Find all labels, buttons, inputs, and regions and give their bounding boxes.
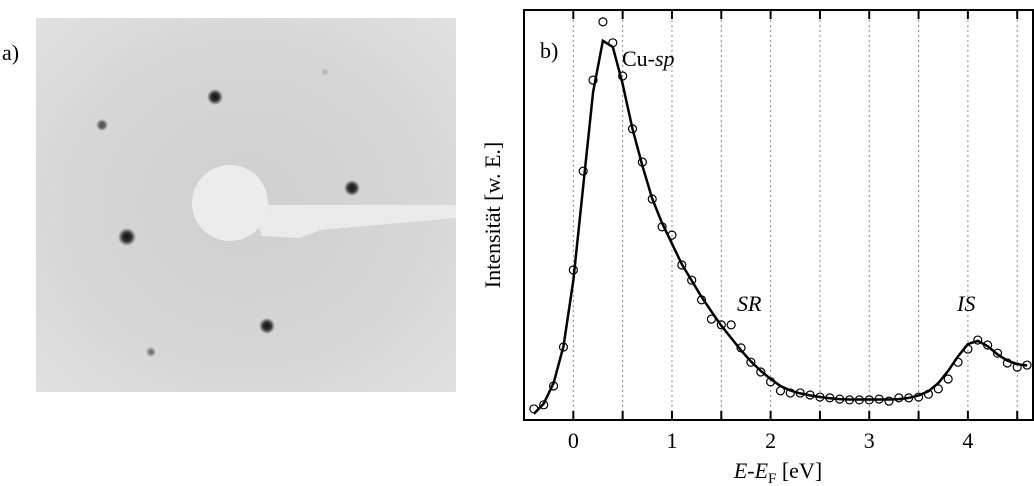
leed-image <box>36 18 456 392</box>
fit-line <box>534 41 1027 414</box>
x-tick-label: 0 <box>568 428 579 453</box>
x-tick-label: 4 <box>962 428 973 453</box>
x-axis-label: E-EF [eV] <box>733 458 822 486</box>
figure: a) 0 1 2 3 4 b) Cu-sp SR IS Intensität [w. E.] E-E… <box>0 0 1034 486</box>
x-tick-label: 3 <box>864 428 875 453</box>
peak-label: Cu-sp <box>622 46 675 71</box>
x-tick-label: 1 <box>666 428 677 453</box>
y-axis-label: Intensität [w. E.] <box>480 142 505 288</box>
panel-label: b) <box>540 38 558 63</box>
peak-label: SR <box>737 291 762 316</box>
data-point <box>599 18 607 26</box>
x-tick-label: 2 <box>765 428 776 453</box>
peak-label: IS <box>956 291 975 316</box>
panel-label: a) <box>2 40 19 65</box>
data-point <box>727 321 735 329</box>
